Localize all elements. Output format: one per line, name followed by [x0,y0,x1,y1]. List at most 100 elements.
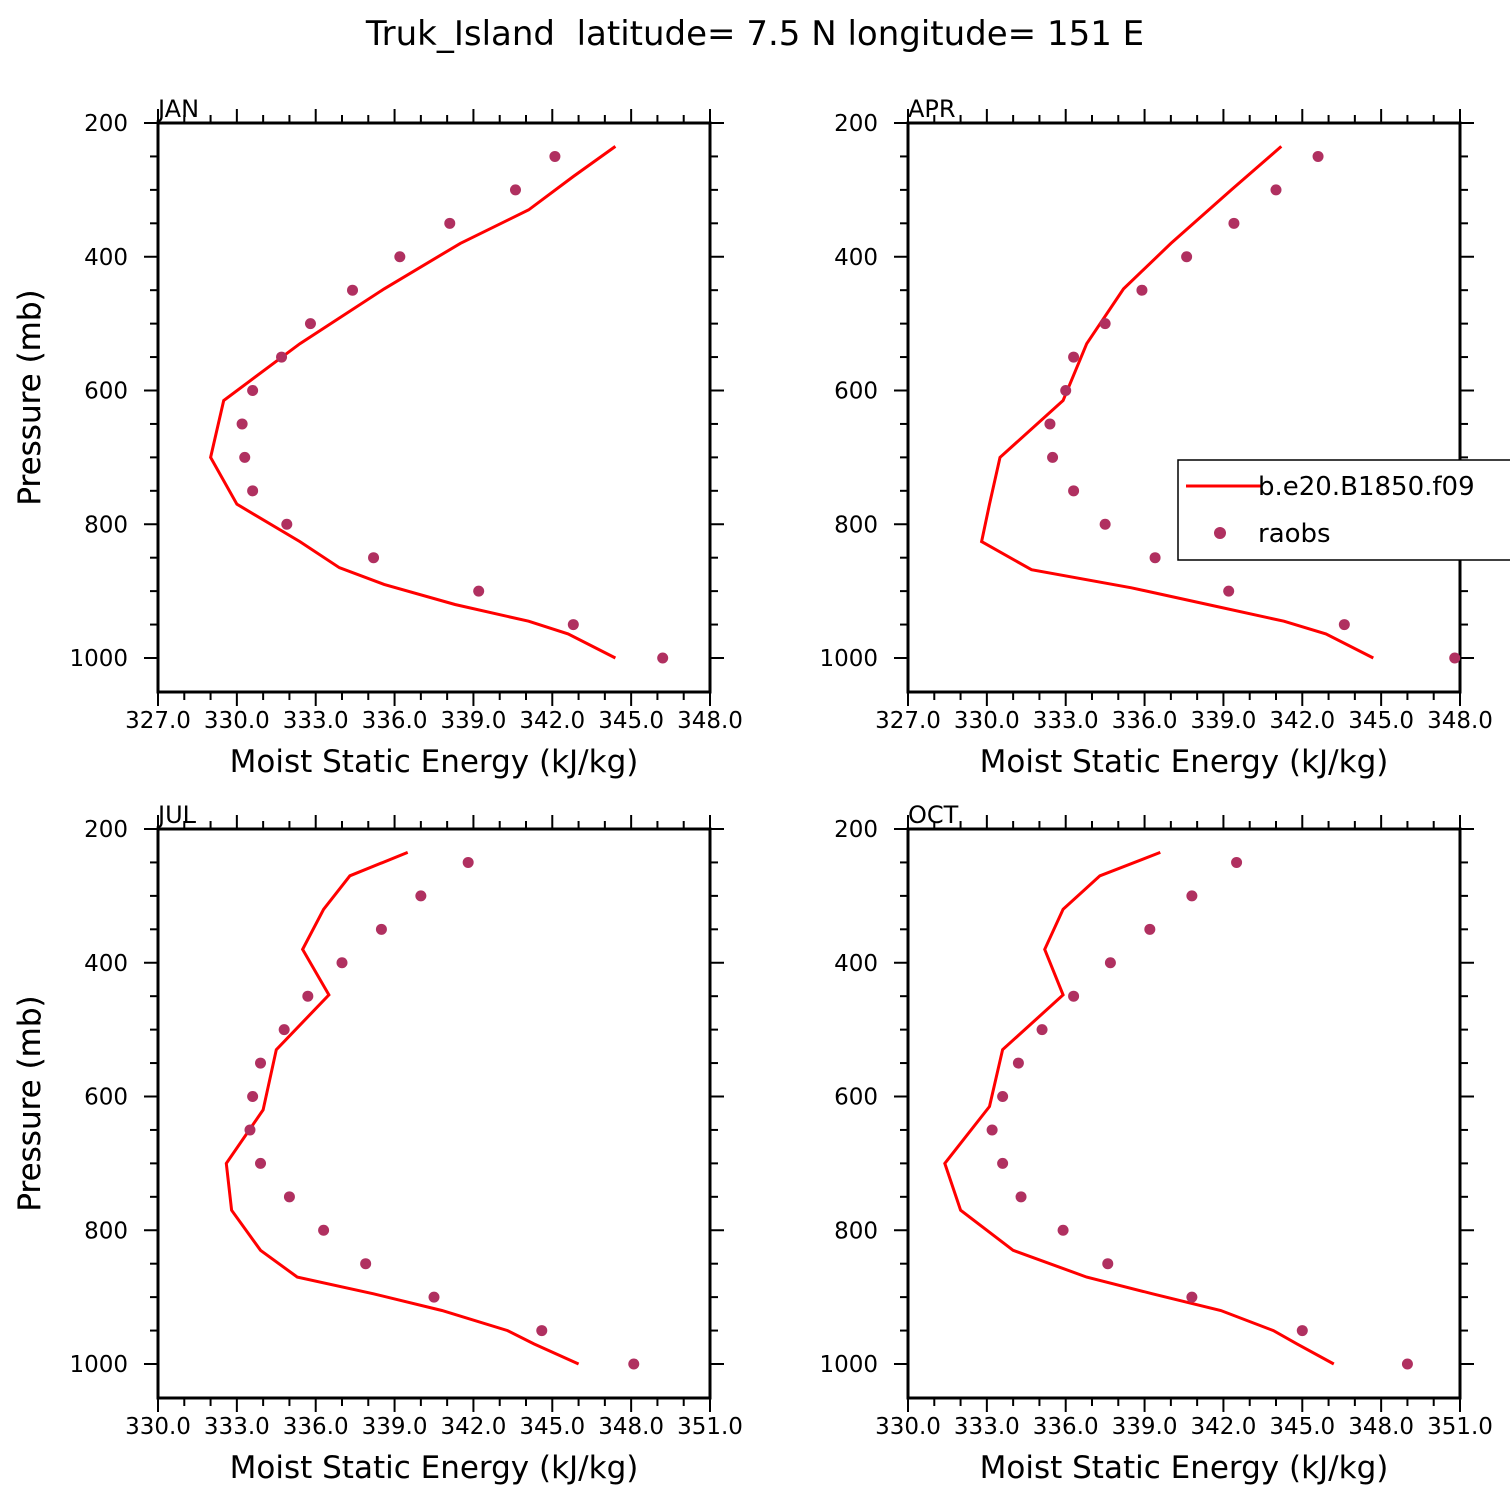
y-tick-label: 600 [84,379,128,405]
obs-point [1068,351,1080,363]
x-tick-label: 336.0 [362,708,428,734]
obs-point [1228,217,1240,229]
x-tick-label: 345.0 [1269,1414,1335,1440]
legend-model-label: b.e20.B1850.f09 [1258,472,1475,502]
obs-point [1012,1057,1024,1069]
obs-point [1270,184,1282,196]
obs-point [1057,1224,1069,1236]
obs-point [318,1224,330,1236]
x-tick-label: 333.0 [283,708,349,734]
obs-point [276,351,288,363]
obs-point [567,619,579,631]
x-tick-label: 336.0 [283,1414,349,1440]
obs-point [1036,1024,1048,1036]
legend-obs-marker [1214,527,1226,539]
y-axis-label: Pressure (mb) [12,995,48,1211]
obs-point [628,1358,640,1370]
plot-frame [156,827,712,1400]
y-tick-label: 800 [834,1218,878,1244]
obs-point [1136,284,1148,296]
obs-point [1104,957,1116,969]
panel-jul: JUL 200 400 600 800 1000 330.0 333.0 336.0 339.0 3… [12,801,743,1486]
y-tick-label: 1000 [819,1352,878,1378]
x-tick-label: 348.0 [1427,708,1493,734]
y-tick-label: 200 [84,817,128,843]
obs-point [415,890,427,902]
obs-point [997,1157,1009,1169]
obs-point [1144,923,1156,935]
obs-point [997,1091,1009,1102]
y-tick-label: 800 [84,1218,128,1244]
plot-frame [156,121,712,694]
obs-point [536,1325,548,1337]
x-tick-label: 342.0 [440,1414,506,1440]
obs-point [444,217,456,229]
obs-point [281,518,293,530]
obs-point [255,1157,267,1169]
legend: b.e20.B1850.f09 raobs [1177,459,1510,561]
obs-point [428,1291,440,1303]
x-axis-label: Moist Static Energy (kJ/kg) [980,744,1389,780]
x-tick-label: 348.0 [677,708,743,734]
obs-point [283,1191,295,1203]
obs-point [394,251,406,263]
obs-point [247,385,259,396]
obs-point [302,990,314,1002]
x-axis-label: Moist Static Energy (kJ/kg) [230,1450,639,1486]
x-tick-label: 351.0 [677,1414,743,1440]
x-tick-label: 345.0 [1348,708,1414,734]
x-tick-label: 351.0 [1427,1414,1493,1440]
obs-point [657,652,669,664]
y-tick-label: 1000 [69,1352,128,1378]
x-tick-label: 336.0 [1033,1414,1099,1440]
obs-point [336,957,348,969]
y-tick-label: 400 [834,951,878,977]
legend-obs-label: raobs [1258,519,1331,549]
model-line [943,851,1335,1366]
plot-frame [906,827,1462,1400]
y-axis-label: Pressure (mb) [12,289,48,505]
x-tick-label: 327.0 [875,708,941,734]
obs-point [1338,619,1350,631]
x-tick-label: 342.0 [1190,1414,1256,1440]
y-tick-label: 200 [834,111,878,137]
obs-point [360,1258,372,1270]
obs-point [1223,585,1235,597]
x-tick-label: 339.0 [1112,1414,1178,1440]
x-tick-label: 345.0 [519,1414,585,1440]
obs-point [509,184,521,196]
obs-point [549,150,561,162]
obs-point [1068,485,1080,497]
x-tick-label: 336.0 [1112,708,1178,734]
panel-apr: APR 200 400 600 800 1000 327.0 330.0 333.0 336.0 3… [12,95,1493,780]
obs-point [368,552,380,564]
x-tick-label: 333.0 [1033,708,1099,734]
obs-point [1015,1191,1027,1203]
obs-point [473,585,485,597]
x-tick-label: 348.0 [598,1414,664,1440]
obs-point [1312,150,1324,162]
obs-point [239,451,251,463]
x-tick-label: 330.0 [204,708,270,734]
obs-point [986,1124,998,1136]
model-line [224,851,580,1366]
panels: JAN 200 400 600 800 1000 327.0 330.0 333.0 336.0 3… [12,95,1493,1486]
obs-point [236,418,248,430]
panel-jan: JAN 200 400 600 800 1000 327.0 330.0 333.0 336.0 3… [12,95,743,780]
obs-point [1099,518,1111,530]
panel-label: APR [908,95,956,123]
x-tick-label: 342.0 [519,708,585,734]
x-tick-label: 333.0 [204,1414,270,1440]
y-tick-label: 1000 [69,646,128,672]
x-tick-label: 330.0 [875,1414,941,1440]
plot-frame [906,121,1462,694]
obs-point [347,284,359,296]
obs-point [1102,1258,1114,1270]
obs-point [247,1091,259,1102]
y-axis-label: Pressure (mb) [12,995,48,1211]
x-tick-label: 348.0 [1348,1414,1414,1440]
obs-point [1186,890,1198,902]
x-tick-label: 327.0 [125,708,191,734]
model-line [209,145,617,660]
